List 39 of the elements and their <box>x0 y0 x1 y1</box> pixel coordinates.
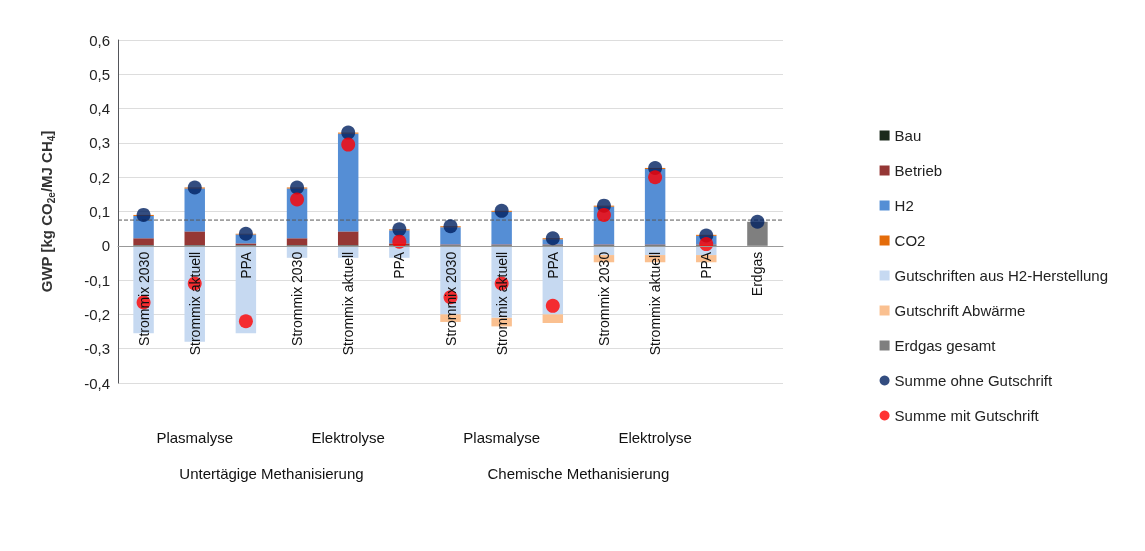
legend-label: Bau <box>894 127 922 144</box>
x-tick-label: PPA <box>698 251 715 279</box>
text: Chemische Methanisierung <box>487 465 670 483</box>
text: Untertägige Methanisierung <box>179 465 364 483</box>
x-tick-label: Strommix aktuell <box>186 251 203 356</box>
y-tick-label: -0,1 <box>84 271 110 289</box>
y-tick-label: 0 <box>101 237 110 255</box>
y-tick-label: -0,4 <box>84 374 110 392</box>
y-tick-label: 0,6 <box>89 31 110 49</box>
text: Elektrolyse <box>618 429 692 447</box>
legend-label: Gutschriften aus H2-Herstellung <box>894 267 1109 284</box>
y-tick-label: 0,2 <box>89 168 110 186</box>
text: Plasmalyse <box>463 429 541 447</box>
y-tick-label: 0,3 <box>89 134 110 152</box>
legend-label: CO2 <box>894 232 926 249</box>
legend-label: Erdgas gesamt <box>894 337 997 354</box>
x-tick-label: PPA <box>544 251 561 279</box>
legend-label: Betrieb <box>894 162 943 179</box>
x-tick-label: Strommix aktuell <box>340 251 357 356</box>
legend-label: Summe ohne Gutschrift <box>894 372 1053 389</box>
legend-label: Summe mit Gutschrift <box>894 407 1040 424</box>
x-tick-label: PPA <box>391 251 408 279</box>
y-tick-label: 0,1 <box>89 203 110 220</box>
x-tick-label: Strommix 2030 <box>595 251 612 346</box>
x-tick-label: Erdgas <box>749 251 766 297</box>
x-tick-label: Strommix aktuell <box>493 251 510 356</box>
x-tick-label: Strommix 2030 <box>135 251 152 346</box>
text: Elektrolyse <box>311 429 385 447</box>
legend-label: H2 <box>894 197 914 214</box>
y-tick-label: 0,5 <box>89 65 110 83</box>
legend-label: Gutschrift Abwärme <box>894 302 1026 319</box>
y-tick-label: -0,3 <box>84 340 110 358</box>
x-tick-label: Strommix aktuell <box>647 251 664 356</box>
text: Plasmalyse <box>156 429 234 447</box>
x-tick-label: PPA <box>237 251 254 279</box>
y-tick-label: 0,4 <box>89 100 110 118</box>
y-tick-label: -0,2 <box>84 305 110 323</box>
x-tick-label: Strommix 2030 <box>442 251 459 346</box>
x-tick-label: Strommix 2030 <box>289 251 306 346</box>
